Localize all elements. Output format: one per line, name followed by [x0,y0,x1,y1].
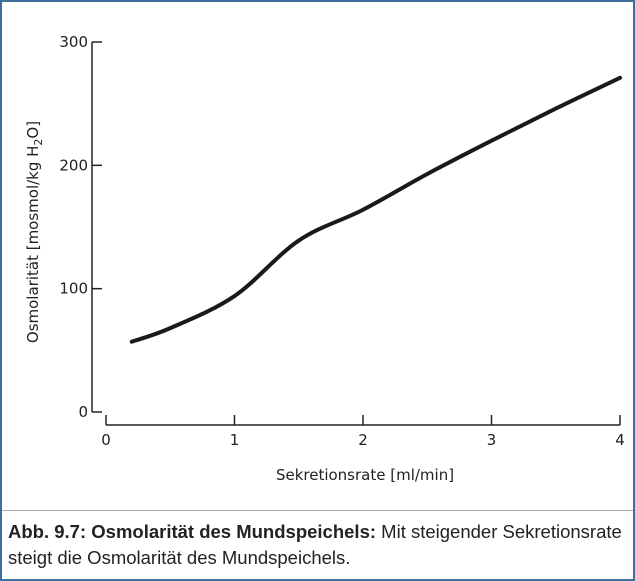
y-tick-label: 0 [78,403,88,421]
y-label-text: Osmolarität [mosmol/kg H [24,146,42,344]
x-tick-label: 2 [358,431,368,449]
y-axis-label: Osmolarität [mosmol/kg H2O] [24,121,45,343]
caption: Abb. 9.7: Osmolarität des Mundspeichels:… [8,519,632,571]
x-tick-label: 0 [101,431,111,449]
curve [129,75,622,344]
y-tick-label: 300 [59,33,88,51]
x-tick-label: 4 [615,431,625,449]
separator [2,510,633,511]
caption-text: Mit steigender Sekretionsrate steigt die… [8,521,622,568]
y-label-sub: 2 [32,139,45,146]
y-tick-label: 100 [59,280,88,298]
x-tick-label: 1 [230,431,240,449]
caption-bold: Abb. 9.7: Osmolarität des Mundspeichels: [8,521,377,542]
x-axis-label: Sekretionsrate [ml/min] [276,466,454,484]
y-label-tail: O] [24,121,42,139]
x-tick-label: 3 [487,431,497,449]
y-tick-label: 200 [59,156,88,174]
chart: Osmolarität [mosmol/kg H2O] Sekretionsra… [24,33,625,484]
